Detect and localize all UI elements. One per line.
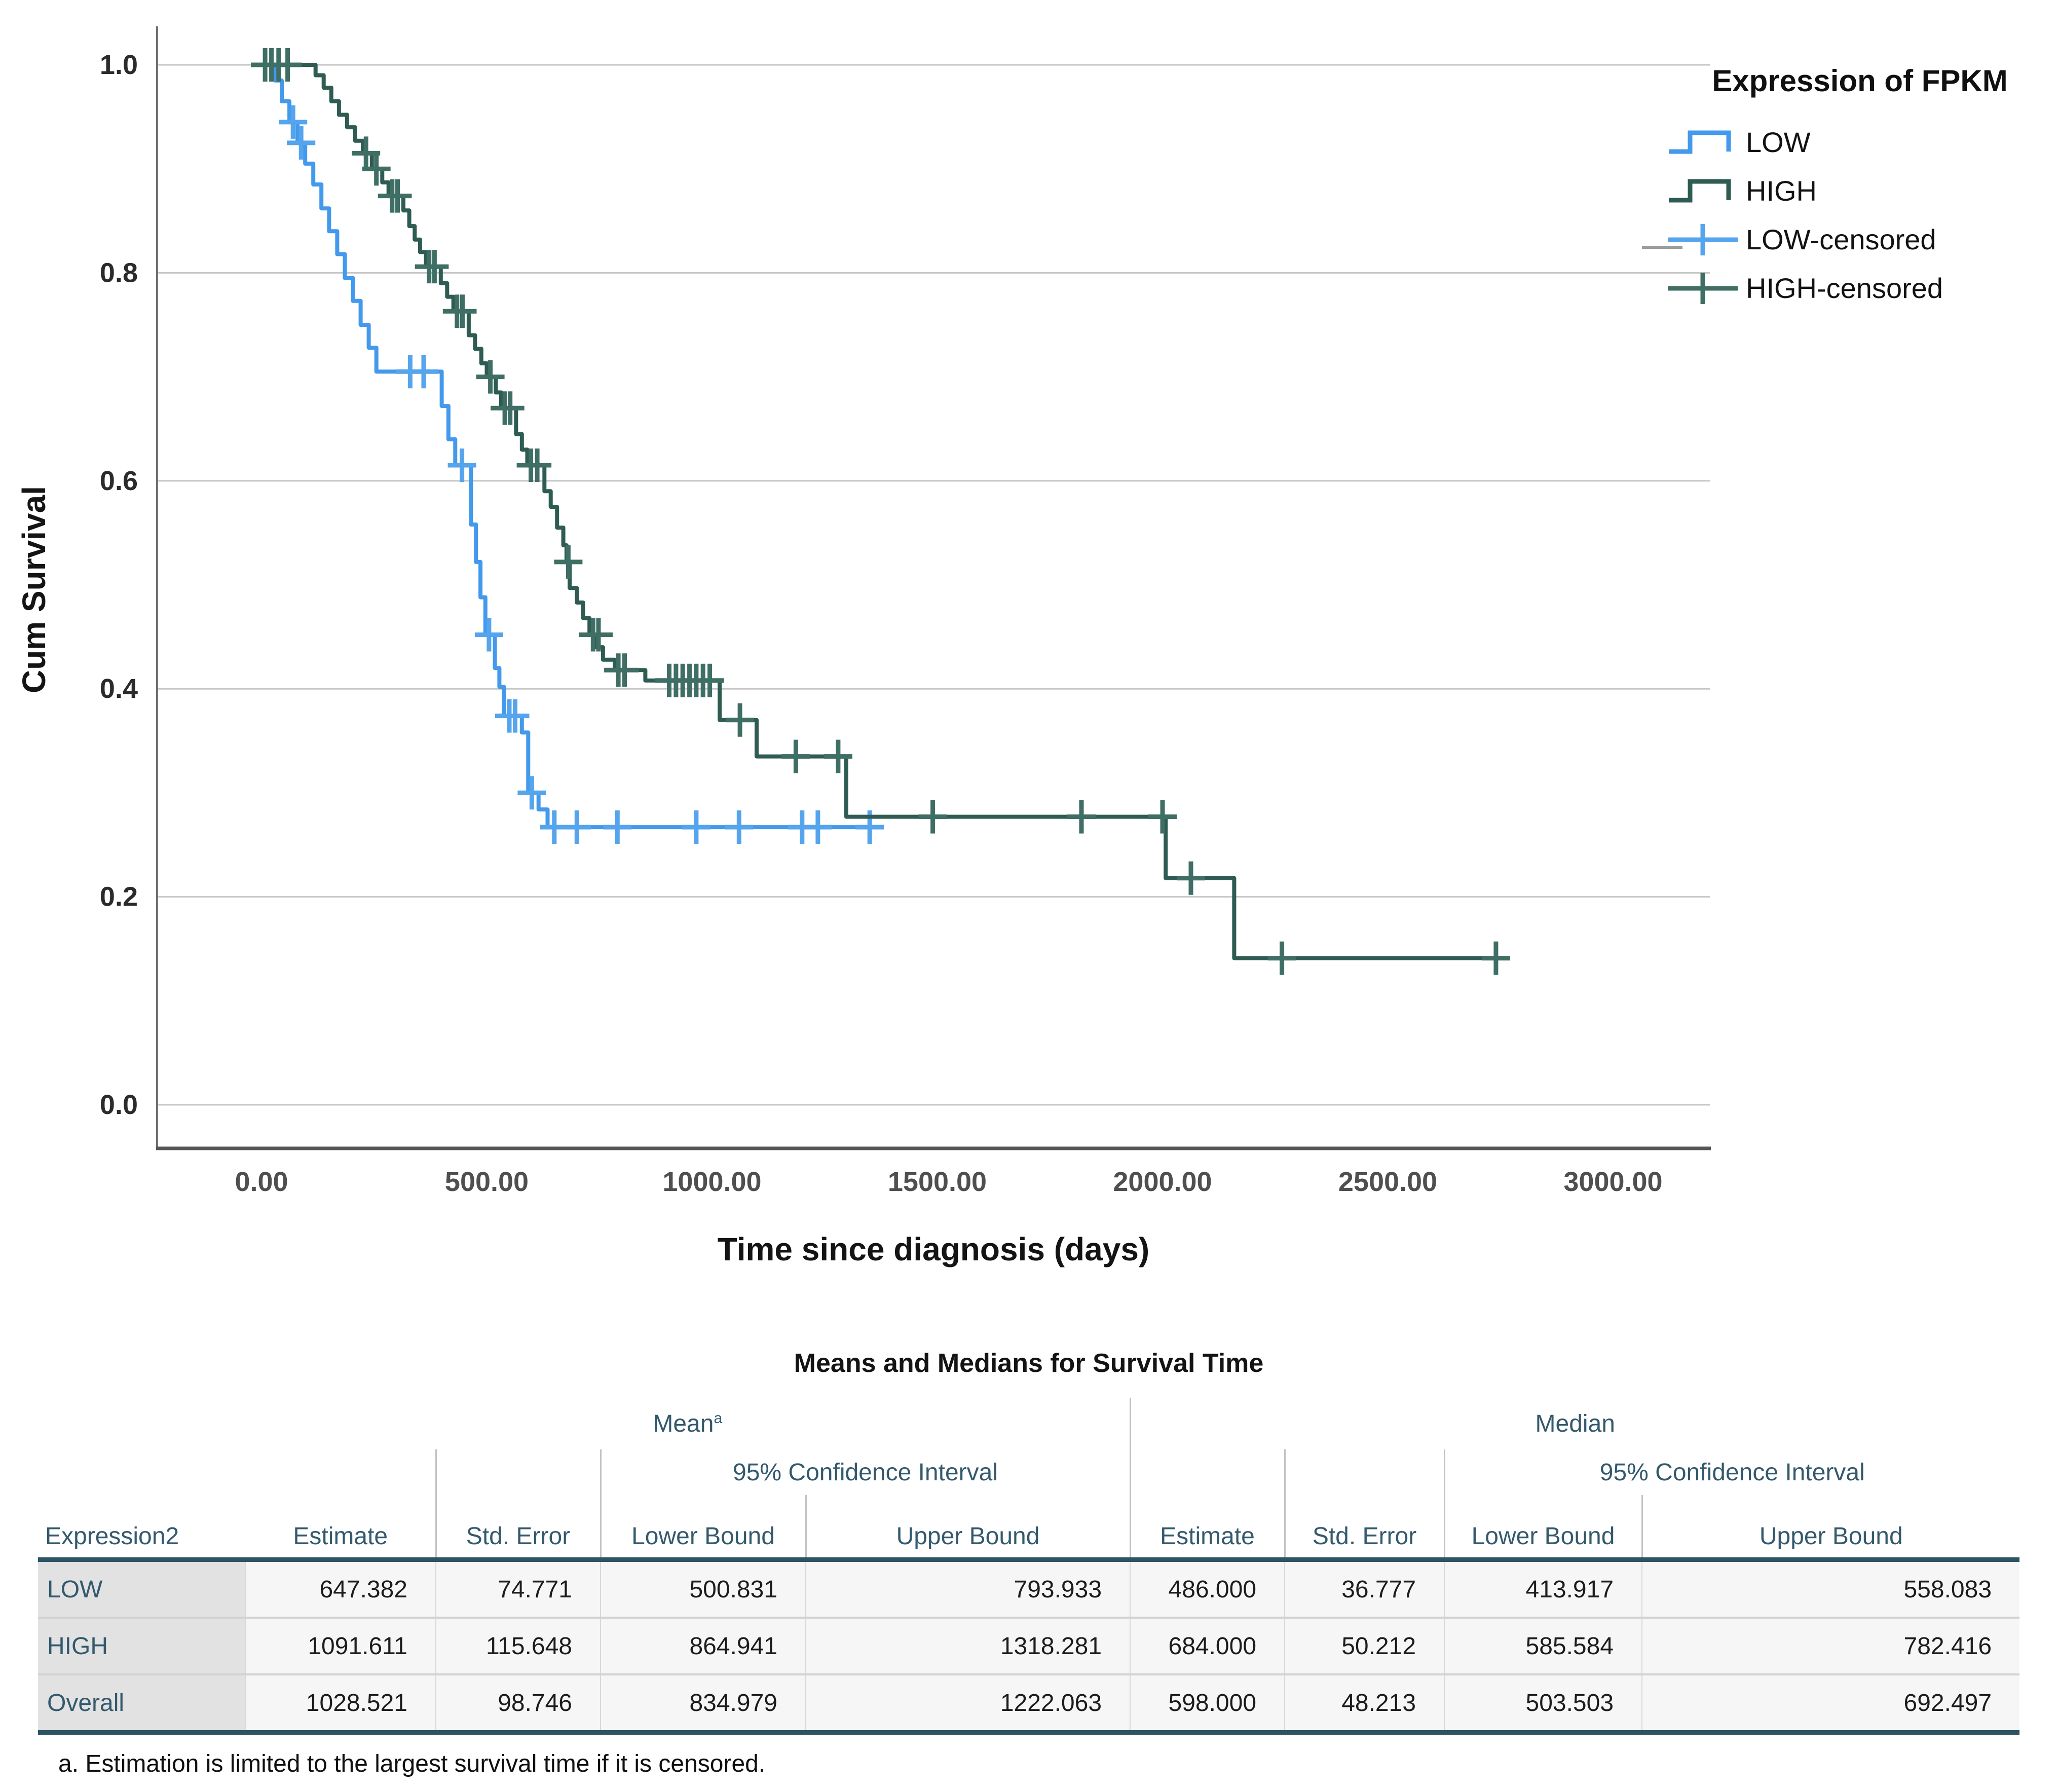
cell: 503.503	[1444, 1673, 1642, 1730]
means-medians-table: Meana Median 95% Confidence Interval 95%…	[38, 1398, 2020, 1735]
spacer-cell	[246, 1449, 436, 1495]
x-axis-title: Time since diagnosis (days)	[717, 1231, 1150, 1267]
cell: 1318.281	[805, 1617, 1131, 1674]
cell: 647.382	[245, 1562, 436, 1618]
spacer-cell	[435, 1449, 601, 1495]
cell: 500.831	[600, 1562, 806, 1618]
header-rule	[38, 1557, 2020, 1562]
legend: Expression of FPKM LOW HIGH LOW-censored…	[1665, 63, 2055, 316]
y-tick-label: 1.0	[100, 50, 138, 80]
x-tick-label: 1500.00	[888, 1167, 987, 1197]
stub-header: Expression2	[45, 1523, 179, 1550]
stray-line-artifact	[1642, 246, 1682, 249]
column-header: Upper Bound	[805, 1495, 1131, 1557]
table-row: Overall 1028.521 98.746 834.979 1222.063…	[38, 1673, 2020, 1730]
table-column-header-row: Expression2 Estimate Std. Error Lower Bo…	[38, 1495, 2020, 1557]
spacer-cell	[1129, 1449, 1285, 1495]
row-label: HIGH	[38, 1617, 246, 1674]
x-tick-label: 3000.00	[1563, 1167, 1662, 1197]
spacer-cell	[38, 1449, 246, 1495]
low-step-icon	[1665, 125, 1741, 160]
y-tick-label: 0.8	[100, 257, 138, 288]
high-censor-marks	[251, 48, 1510, 975]
cell: 48.213	[1284, 1673, 1445, 1730]
cell: 793.933	[805, 1562, 1131, 1618]
x-tick-label: 2500.00	[1338, 1167, 1437, 1197]
legend-entry-label: LOW-censored	[1746, 223, 1936, 256]
legend-title: Expression of FPKM	[1712, 64, 2008, 98]
y-tick-label: 0.2	[100, 882, 138, 912]
cell: 558.083	[1641, 1562, 2020, 1618]
legend-entry-label: LOW	[1746, 126, 1811, 159]
table-group-header-row: Meana Median	[38, 1398, 2020, 1449]
y-tick-label: 0.0	[100, 1090, 138, 1120]
x-tick-label: 500.00	[445, 1167, 529, 1197]
table-title: Means and Medians for Survival Time	[794, 1349, 1264, 1378]
cell: 1222.063	[805, 1673, 1131, 1730]
high-curve	[261, 63, 1500, 960]
cell: 692.497	[1641, 1673, 2020, 1730]
cell: 684.000	[1130, 1617, 1285, 1674]
mean-ci-header: 95% Confidence Interval	[600, 1449, 1131, 1495]
km-plot: 0.0 0.2 0.4 0.6 0.8 1.0 0.00 500.00 1000.00 1500.…	[100, 26, 1711, 1197]
spacer-cell	[38, 1398, 246, 1449]
table-row: LOW 647.382 74.771 500.831 793.933 486.0…	[38, 1562, 2020, 1618]
cell: 1091.611	[245, 1617, 436, 1674]
spacer-cell	[1284, 1449, 1445, 1495]
cell: 486.000	[1130, 1562, 1285, 1618]
cell: 585.584	[1444, 1617, 1642, 1674]
y-tick-label: 0.6	[100, 466, 138, 496]
x-tick-label: 2000.00	[1113, 1167, 1212, 1197]
x-tick-label: 0.00	[235, 1167, 288, 1197]
legend-entry-high: HIGH	[1665, 170, 2055, 212]
cell: 98.746	[435, 1673, 601, 1730]
high-censored-plus-icon	[1665, 271, 1741, 306]
cell: 50.212	[1284, 1617, 1445, 1674]
column-header: Std. Error	[1284, 1495, 1445, 1557]
cell: 115.648	[435, 1617, 601, 1674]
median-ci-header: 95% Confidence Interval	[1443, 1449, 2020, 1495]
table-row: HIGH 1091.611 115.648 864.941 1318.281 6…	[38, 1617, 2020, 1674]
x-tick-label: 1000.00	[662, 1167, 761, 1197]
cell: 1028.521	[245, 1673, 436, 1730]
legend-entry-label: HIGH-censored	[1746, 272, 1943, 305]
legend-entry-low: LOW	[1665, 122, 2055, 163]
mean-group-header: Meana	[653, 1409, 723, 1437]
cell: 864.941	[600, 1617, 806, 1674]
y-axis-title: Cum Survival	[16, 486, 52, 693]
row-label: LOW	[38, 1562, 246, 1618]
column-header: Estimate	[293, 1523, 388, 1550]
legend-entry-low-censored: LOW-censored	[1665, 219, 2055, 260]
bottom-rule	[38, 1730, 2020, 1735]
cell: 74.771	[435, 1562, 601, 1618]
cell: 598.000	[1130, 1673, 1285, 1730]
column-header: Lower Bound	[1443, 1495, 1642, 1557]
legend-entry-label: HIGH	[1746, 175, 1817, 207]
column-header: Lower Bound	[600, 1495, 806, 1557]
table-ci-header-row: 95% Confidence Interval 95% Confidence I…	[38, 1449, 2020, 1495]
high-step-icon	[1665, 173, 1741, 209]
legend-entry-high-censored: HIGH-censored	[1665, 268, 2055, 309]
median-group-header: Median	[1129, 1398, 2020, 1449]
column-header: Std. Error	[435, 1495, 601, 1557]
row-label: Overall	[38, 1673, 246, 1730]
cell: 834.979	[600, 1673, 806, 1730]
column-header: Upper Bound	[1641, 1495, 2020, 1557]
table-footnote: a. Estimation is limited to the largest …	[58, 1750, 766, 1777]
column-header: Estimate	[1129, 1495, 1285, 1557]
y-tick-label: 0.4	[100, 674, 138, 704]
cell: 782.416	[1641, 1617, 2020, 1674]
survival-table: Meana Median 95% Confidence Interval 95%…	[38, 1398, 2020, 1778]
low-curve	[261, 63, 873, 830]
low-censored-plus-icon	[1665, 222, 1741, 257]
cell: 413.917	[1444, 1562, 1642, 1618]
low-censor-marks	[279, 105, 884, 844]
cell: 36.777	[1284, 1562, 1445, 1618]
